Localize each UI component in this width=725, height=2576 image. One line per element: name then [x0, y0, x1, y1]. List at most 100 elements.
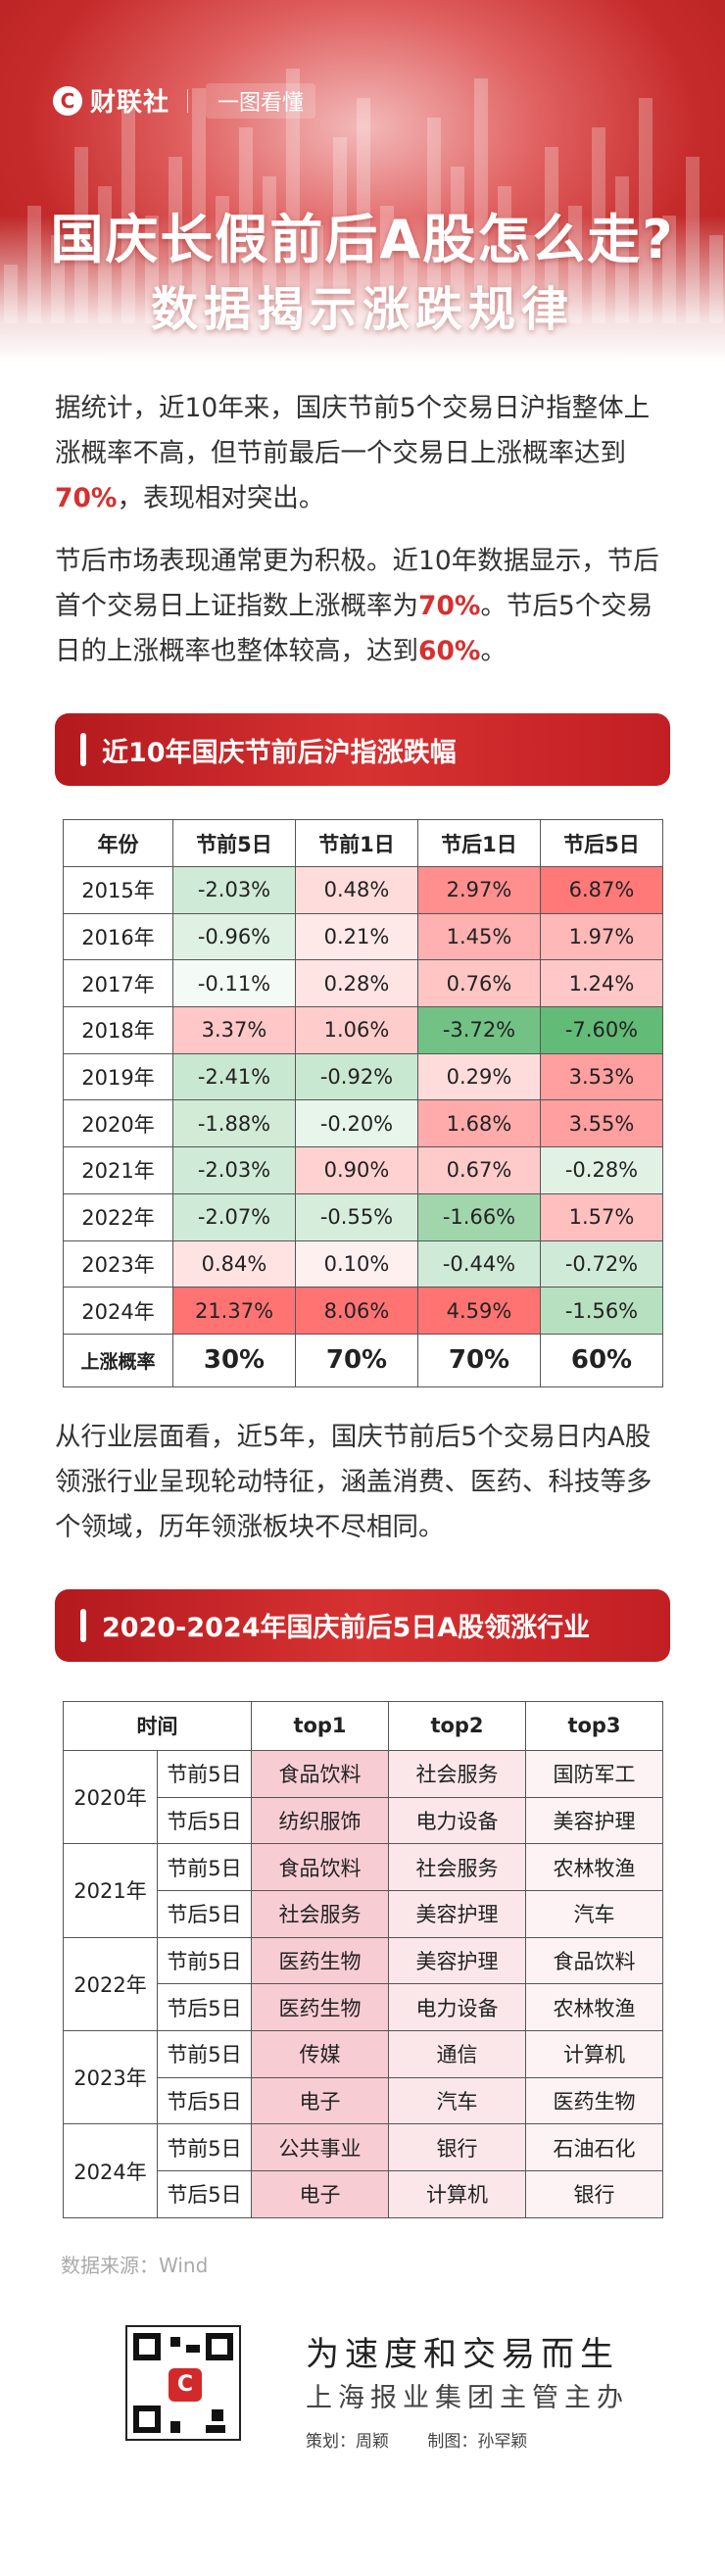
change-cell: 0.48%	[295, 866, 418, 914]
intro-paragraph-2: 节后市场表现通常更为积极。近10年数据显示，节后首个交易日上证指数上涨概率为70…	[55, 546, 659, 666]
year-cell: 2023年	[63, 2029, 158, 2125]
industry-cell: 医药生物	[525, 2076, 663, 2125]
change-cell: -3.72%	[417, 1006, 541, 1054]
page-title: 国庆长假前后A股怎么走?	[50, 209, 675, 270]
year-cell: 2017年	[63, 959, 173, 1008]
change-cell: -0.28%	[540, 1146, 663, 1194]
table-row: 节后5日 医药生物 电力设备 农林牧渔	[64, 1983, 663, 2031]
banner-accent-bar	[80, 1608, 86, 1642]
industry-cell: 社会服务	[251, 1889, 389, 1938]
header-pre1: 节前1日	[295, 819, 418, 867]
table-row: 2020年 节前5日 食品饮料 社会服务 国防军工	[63, 1749, 663, 1845]
brand-logo-icon: C	[53, 85, 82, 116]
change-cell: 0.10%	[295, 1239, 418, 1288]
year-cell: 2022年	[63, 1192, 173, 1241]
industry-cell: 公共事业	[251, 2123, 389, 2172]
table-row: 2024年 21.37% 8.06% 4.59% -1.56%	[63, 1287, 663, 1335]
period-cell: 节前5日	[157, 1749, 252, 1798]
industry-table: 时间 top1 top2 top3 2020年 节前5日 食品饮料 社会服务 国防军工节…	[63, 1700, 663, 2218]
change-cell: 0.76%	[417, 959, 541, 1008]
year-cell: 2021年	[63, 1146, 173, 1194]
brand-tag: 一图看懂	[206, 82, 316, 119]
qr-finder	[133, 2332, 161, 2360]
rise-probability-cell: 70%	[417, 1333, 541, 1387]
data-source: 数据来源：Wind	[61, 2253, 209, 2277]
rise-probability-cell: 70%	[295, 1333, 418, 1387]
footer: C 为速度和交易而生 上海报业集团主管主办 策划：周颖 制图：孙罕颖	[0, 2278, 725, 2470]
header-pre5: 节前5日	[172, 819, 296, 867]
industry-cell: 医药生物	[251, 1936, 389, 1985]
qr-logo-icon: C	[169, 2367, 202, 2402]
change-cell: -2.03%	[172, 866, 296, 914]
table-row: 2018年 3.37% 1.06% -3.72% -7.60%	[63, 1006, 663, 1054]
change-cell: -1.56%	[540, 1287, 663, 1335]
industry-cell: 社会服务	[388, 1843, 526, 1891]
qr-finder	[206, 2332, 233, 2360]
industry-cell: 食品饮料	[251, 1843, 389, 1891]
industry-cell: 传媒	[251, 2030, 389, 2078]
change-cell: 4.59%	[417, 1287, 541, 1335]
change-cell: -0.55%	[295, 1192, 418, 1241]
header-post5: 节后5日	[540, 819, 663, 867]
header-top3: top3	[525, 1700, 663, 1751]
industry-cell: 纺织服饰	[251, 1796, 389, 1845]
change-cell: 1.97%	[540, 912, 663, 961]
change-cell: 1.24%	[540, 959, 663, 1008]
qr-module	[212, 2408, 223, 2421]
change-cell: 3.55%	[540, 1099, 663, 1148]
change-cell: 0.21%	[295, 912, 418, 961]
change-cell: -0.11%	[172, 959, 296, 1008]
rise-probability-row: 上涨概率 30% 70% 70% 60%	[63, 1333, 663, 1387]
table-row: 2021年 节前5日 食品饮料 社会服务 农林牧渔	[63, 1843, 663, 1938]
table-row: 2020年 -1.88% -0.20% 1.68% 3.55%	[63, 1099, 663, 1148]
change-cell: -2.07%	[172, 1192, 296, 1241]
change-cell: -0.92%	[295, 1052, 418, 1101]
year-cell: 2020年	[63, 1749, 158, 1845]
planner-credit: 策划：周颖	[306, 2431, 389, 2452]
change-cell: 1.06%	[295, 1006, 418, 1054]
banner-accent-bar	[80, 733, 86, 766]
qr-module	[186, 2344, 200, 2353]
period-cell: 节前5日	[157, 1843, 252, 1891]
year-cell: 2023年	[63, 1239, 173, 1288]
change-cell: 3.53%	[540, 1052, 663, 1101]
industry-cell: 医药生物	[251, 1983, 389, 2031]
industry-cell: 汽车	[388, 2076, 526, 2125]
period-cell: 节后5日	[157, 2076, 252, 2125]
qr-module	[206, 2424, 225, 2433]
year-cell: 2024年	[63, 1287, 173, 1335]
year-cell: 2022年	[63, 1936, 158, 2032]
year-cell: 2020年	[63, 1099, 173, 1148]
header-year: 年份	[63, 819, 173, 867]
change-cell: 21.37%	[172, 1287, 296, 1335]
maker-credit: 制图：孙罕颖	[427, 2431, 528, 2452]
year-cell: 2024年	[63, 2123, 158, 2218]
table-row: 2022年 -2.07% -0.55% -1.66% 1.57%	[63, 1192, 663, 1241]
year-cell: 2021年	[63, 1843, 158, 1938]
year-cell: 2015年	[63, 866, 173, 914]
change-cell: -2.41%	[172, 1052, 296, 1101]
industry-cell: 石油石化	[525, 2123, 663, 2172]
industry-cell: 国防军工	[525, 1749, 663, 1798]
period-cell: 节后5日	[157, 1983, 252, 2031]
publisher: 上海报业集团主管主办	[306, 2382, 629, 2413]
change-cell: -1.88%	[172, 1099, 296, 1148]
qr-module	[170, 2336, 180, 2347]
table-row: 2023年 节前5日 传媒 通信 计算机	[63, 2029, 663, 2125]
header-post1: 节后1日	[417, 819, 541, 867]
industry-cell: 银行	[388, 2123, 526, 2172]
table-row: 2023年 0.84% 0.10% -0.44% -0.72%	[63, 1239, 663, 1288]
table-row: 2015年 -2.03% 0.48% 2.97% 6.87%	[63, 866, 663, 914]
table-header-row: 年份 节前5日 节前1日 节后1日 节后5日	[63, 819, 663, 867]
change-cell: -2.03%	[172, 1146, 296, 1194]
table-row: 节后5日 电子 汽车 医药生物	[64, 2076, 663, 2125]
change-cell: 1.57%	[540, 1192, 663, 1241]
industry-cell: 电力设备	[388, 1796, 526, 1845]
change-cell: -1.66%	[417, 1192, 541, 1241]
period-cell: 节前5日	[157, 2030, 252, 2078]
year-cell: 2016年	[63, 912, 173, 961]
change-cell: 0.29%	[417, 1052, 541, 1101]
industry-cell: 电子	[251, 2076, 389, 2125]
industry-cell: 农林牧渔	[525, 1983, 663, 2031]
divider	[187, 88, 189, 113]
